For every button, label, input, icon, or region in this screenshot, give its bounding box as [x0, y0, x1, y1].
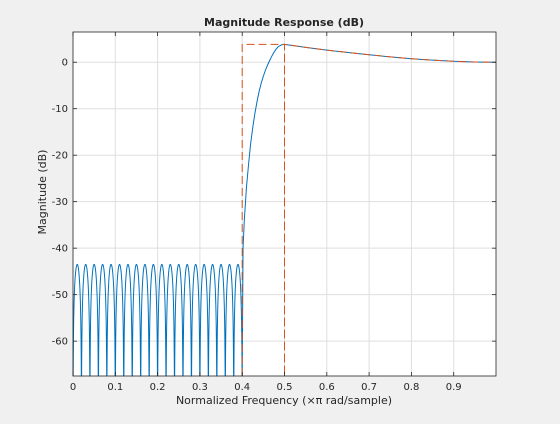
- x-tick-label: 0.6: [319, 382, 335, 393]
- x-tick-label: 0.8: [403, 382, 419, 393]
- y-tick-label: -20: [52, 151, 68, 162]
- chart-title: Magnitude Response (dB): [204, 16, 364, 29]
- y-tick-label: 0: [62, 58, 68, 69]
- y-tick-label: -10: [52, 104, 68, 115]
- x-tick-label: 0.4: [234, 382, 250, 393]
- specification-mask-line: [241, 43, 497, 376]
- x-tick-label: 0: [70, 382, 76, 393]
- y-tick-label: -50: [52, 290, 68, 301]
- y-tick-label: -60: [52, 337, 68, 348]
- y-axis-label: Magnitude (dB): [36, 150, 49, 235]
- x-axis-label: Normalized Frequency (×π rad/sample): [176, 394, 392, 407]
- x-tick-label: 0.9: [446, 382, 462, 393]
- x-tick-label: 0.5: [277, 382, 293, 393]
- x-tick-label: 0.1: [107, 382, 123, 393]
- magnitude-response-line: [72, 43, 497, 377]
- y-tick-label: -40: [52, 244, 68, 255]
- x-tick-label: 0.3: [192, 382, 208, 393]
- y-tick-label: -30: [52, 197, 68, 208]
- x-tick-label: 0.2: [150, 382, 166, 393]
- x-tick-label: 0.7: [361, 382, 377, 393]
